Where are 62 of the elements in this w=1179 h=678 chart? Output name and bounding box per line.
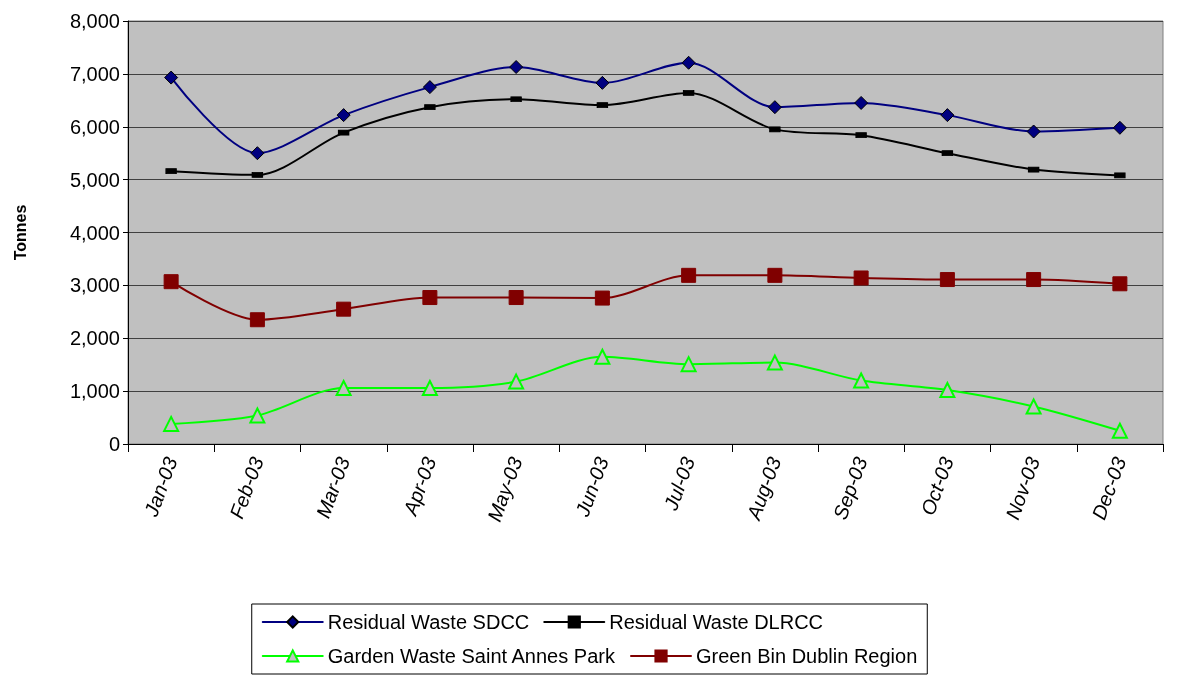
point: [421, 379, 438, 396]
point: [250, 146, 265, 161]
x-tick-label: Aug-03: [742, 454, 786, 524]
point: [249, 312, 265, 328]
point: [1112, 276, 1128, 292]
point: [595, 75, 610, 90]
legend-label: Green Bin Dublin Region: [696, 645, 918, 667]
point: [1026, 124, 1041, 139]
y-tick-label: 4,000: [69, 221, 120, 244]
x-tick-label: Apr-03: [398, 454, 441, 519]
x-tick-label: Jul-03: [659, 454, 699, 514]
point: [1026, 272, 1042, 288]
point: [767, 100, 782, 115]
point: [594, 348, 611, 365]
x-tick-label: Jun-03: [570, 454, 613, 521]
y-axis-title: Tonnes: [11, 204, 29, 261]
point: [853, 372, 870, 389]
point: [854, 95, 869, 110]
y-tick-label: 3,000: [69, 274, 120, 297]
point: [163, 274, 179, 290]
x-tick-label: Mar-03: [311, 454, 354, 521]
point: [940, 108, 955, 123]
legend-label: Residual Waste DLRCC: [609, 611, 824, 633]
point: [594, 290, 610, 306]
legend-label: Garden Waste Saint Annes Park: [327, 645, 616, 667]
y-tick-label: 6,000: [69, 115, 120, 138]
point: [508, 290, 524, 306]
x-tick-label: Dec-03: [1087, 454, 1131, 523]
y-tick-label: 2,000: [69, 327, 120, 350]
point: [939, 382, 956, 399]
x-tick-label: Oct-03: [916, 454, 958, 519]
point: [336, 301, 352, 317]
x-tick-label: Sep-03: [828, 454, 872, 523]
x-tick-label: Feb-03: [225, 454, 268, 522]
x-tick-label: Jan-03: [139, 454, 182, 521]
x-tick-label: May-03: [482, 454, 527, 525]
point: [249, 407, 266, 424]
point: [508, 373, 525, 390]
point: [509, 60, 524, 74]
point: [163, 415, 180, 432]
point: [1111, 422, 1128, 439]
y-tick-label: 8,000: [69, 10, 120, 32]
point: [422, 290, 438, 306]
point: [766, 354, 783, 371]
point: [853, 270, 869, 286]
point: [1112, 120, 1127, 135]
point: [164, 70, 179, 85]
point: [680, 356, 697, 373]
y-tick-label: 0: [108, 433, 120, 455]
y-tick-label: 7,000: [69, 62, 120, 85]
point: [939, 272, 955, 288]
point: [335, 379, 352, 396]
x-tick-label: Nov-03: [1001, 454, 1044, 523]
point: [767, 267, 783, 283]
point: [681, 267, 697, 283]
legend-label: Residual Waste SDCC: [327, 611, 530, 633]
y-tick-label: 5,000: [69, 168, 120, 191]
point: [681, 55, 696, 70]
point: [422, 80, 437, 95]
point: [1025, 398, 1042, 415]
point: [336, 108, 351, 123]
y-tick-label: 1,000: [69, 380, 120, 403]
